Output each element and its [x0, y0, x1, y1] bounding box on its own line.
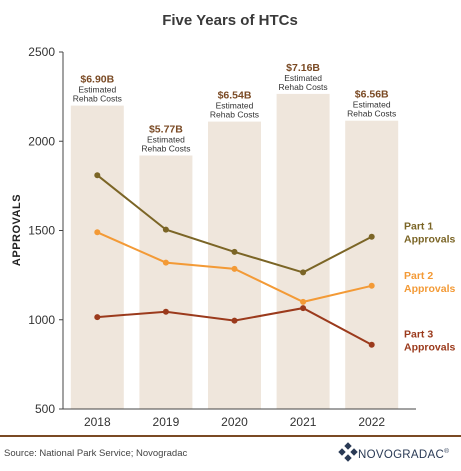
series-point-part-3	[162, 308, 169, 315]
series-point-part-1	[300, 269, 307, 276]
bar-caption-line2: Rehab Costs	[279, 82, 328, 92]
bar-value-label: $6.90B	[80, 74, 114, 86]
series-point-part-1	[162, 226, 169, 233]
series-point-part-1	[94, 172, 101, 179]
series-point-part-3	[231, 317, 238, 324]
x-tick-label: 2020	[221, 415, 248, 429]
bar-caption-line2: Rehab Costs	[210, 110, 259, 120]
logo-diamond-shape	[350, 448, 358, 456]
bar-2018	[70, 105, 124, 409]
series-label-line2: Approvals	[404, 234, 456, 246]
bar-2019	[139, 155, 193, 409]
axes-layer: 500 1000 1500 2000 2500 2018 2019 2020 2021 2022	[28, 45, 416, 429]
logo-diamond-shape	[344, 442, 352, 450]
bar-caption-line1: Estimated	[216, 101, 254, 111]
bar-2020	[208, 121, 261, 409]
y-tick-label: 1000	[28, 313, 55, 327]
bar-value-label: $7.16B	[286, 62, 320, 74]
series-point-part-3	[368, 341, 375, 348]
series-point-part-1	[368, 233, 375, 240]
series-label-line1: Part 2	[404, 270, 433, 282]
lines-layer	[94, 172, 375, 348]
bars-layer	[70, 93, 399, 410]
x-tick-label: 2018	[84, 415, 111, 429]
bar-2022	[345, 120, 399, 409]
series-point-part-2	[368, 282, 375, 289]
y-tick-label: 2000	[28, 134, 55, 148]
bar-caption-line2: Rehab Costs	[347, 109, 396, 119]
series-label-line1: Part 3	[404, 329, 433, 341]
series-label-line1: Part 1	[404, 221, 433, 233]
x-tick-label: 2019	[153, 415, 180, 429]
y-tick-label: 2500	[28, 45, 55, 59]
bar-caption-line2: Rehab Costs	[141, 144, 190, 154]
bar-value-label: $5.77B	[149, 124, 183, 136]
chart-title: Five Years of HTCs	[162, 12, 298, 29]
brand-name-text: NOVOGRADAC	[358, 449, 444, 461]
y-tick-label: 500	[35, 402, 55, 416]
series-point-part-3	[94, 314, 101, 321]
series-label-line2: Approvals	[404, 342, 456, 354]
series-point-part-2	[231, 265, 238, 272]
bar-caption-line1: Estimated	[78, 85, 116, 95]
bar-value-label: $6.56B	[355, 89, 389, 101]
series-label-line2: Approvals	[404, 283, 456, 295]
logo-diamond-shape	[344, 454, 352, 462]
series-point-part-2	[300, 298, 307, 305]
x-tick-label: 2022	[358, 415, 385, 429]
x-tick-label: 2021	[290, 415, 317, 429]
source-note: Source: National Park Service; Novograda…	[4, 448, 187, 459]
logo-diamond-shape	[338, 448, 346, 456]
bar-caption-line1: Estimated	[353, 100, 391, 110]
bar-2021	[276, 93, 330, 410]
brand-name: NOVOGRADAC®	[358, 447, 449, 461]
bar-value-label: $6.54B	[218, 90, 252, 102]
bar-caption-line2: Rehab Costs	[73, 94, 122, 104]
y-tick-label: 1500	[28, 224, 55, 238]
novogradac-logo: NOVOGRADAC®	[338, 442, 449, 462]
brand-registered-mark: ®	[444, 447, 449, 455]
y-axis-label: APPROVALS	[11, 194, 23, 266]
diamond-logo-icon	[338, 442, 358, 462]
series-point-part-2	[94, 229, 101, 236]
bar-caption-line1: Estimated	[147, 135, 185, 145]
series-point-part-1	[231, 248, 238, 255]
series-point-part-3	[300, 305, 307, 312]
series-point-part-2	[162, 259, 169, 266]
bar-caption-line1: Estimated	[284, 73, 322, 83]
